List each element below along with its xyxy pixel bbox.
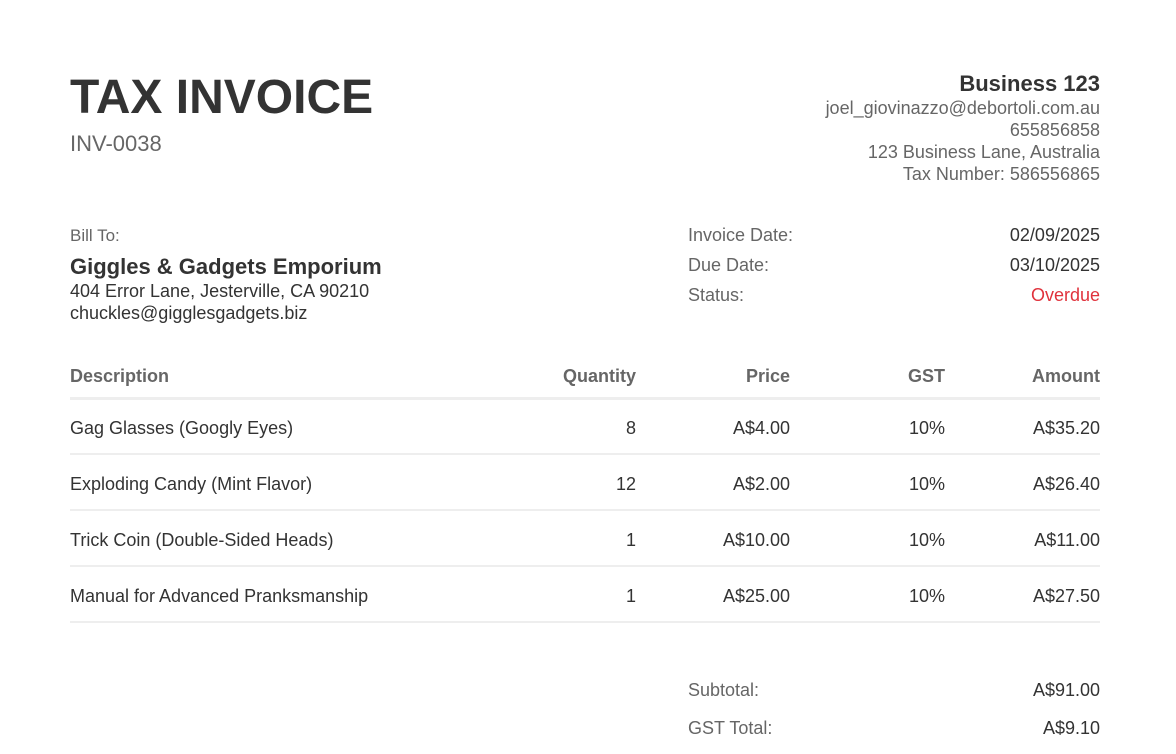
table-row: Trick Coin (Double-Sided Heads) 1 A$10.00 1… [70, 510, 1100, 567]
customer-name: Giggles & Gadgets Emporium [70, 254, 382, 279]
due-date-label: Due Date: [688, 255, 770, 275]
business-tax-number: Tax Number: 586556865 [902, 164, 1100, 184]
invoice-date-row: Invoice Date: 02/09/2025 [688, 225, 1100, 246]
bill-to-label: Bill To: [70, 226, 120, 245]
document-title: TAX INVOICE [70, 71, 374, 124]
due-date-row: Due Date: 03/10/2025 [688, 255, 1100, 276]
status-badge: Overdue [1030, 285, 1100, 305]
table-row: Exploding Candy (Mint Flavor) 12 A$2.00 10%… [70, 454, 1100, 511]
customer-address: 404 Error Lane, Jesterville, CA 90210 [70, 281, 370, 301]
cell-price: A$25.00 [636, 566, 790, 623]
cell-amount: A$35.20 [945, 398, 1100, 455]
table-row: Gag Glasses (Googly Eyes) 8 A$4.00 10% A$35.… [70, 398, 1100, 455]
cell-amount: A$11.00 [945, 510, 1100, 567]
invoice-number: INV-0038 [70, 131, 162, 156]
line-items-table: Description Quantity Price GST Amount Ga… [70, 356, 1100, 623]
table-row: Manual for Advanced Pranksmanship 1 A$25.0… [70, 566, 1100, 623]
subtotal-value: A$91.00 [1032, 680, 1100, 700]
cell-quantity: 8 [536, 398, 636, 455]
cell-price: A$10.00 [636, 510, 790, 567]
bill-to: Bill To: Giggles & Gadgets Emporium 404 … [70, 225, 382, 324]
business-info: Business 123 joel_giovinazzo@debortoli.c… [826, 71, 1100, 185]
business-phone: 655856858 [1009, 120, 1100, 140]
subtotal-row: Subtotal: A$91.00 [688, 680, 1100, 701]
gst-total-label: GST Total: [688, 718, 773, 738]
table-header-row: Description Quantity Price GST Amount [70, 356, 1100, 400]
header-price: Price [636, 356, 790, 400]
due-date: 03/10/2025 [1009, 255, 1100, 275]
header-amount: Amount [945, 356, 1100, 400]
cell-price: A$2.00 [636, 454, 790, 511]
business-name: Business 123 [959, 71, 1100, 96]
invoice-date-label: Invoice Date: [688, 225, 794, 245]
customer-email: chuckles@gigglesgadgets.biz [70, 303, 308, 323]
business-email: joel_giovinazzo@debortoli.com.au [825, 98, 1100, 118]
cell-gst: 10% [790, 510, 945, 567]
header-gst: GST [790, 356, 945, 400]
subtotal-label: Subtotal: [688, 680, 760, 700]
cell-quantity: 12 [536, 454, 636, 511]
cell-amount: A$27.50 [945, 566, 1100, 623]
cell-description: Manual for Advanced Pranksmanship [70, 566, 536, 623]
status-row: Status: Overdue [688, 285, 1100, 306]
cell-price: A$4.00 [636, 398, 790, 455]
header-description: Description [70, 356, 536, 400]
cell-gst: 10% [790, 454, 945, 511]
cell-amount: A$26.40 [945, 454, 1100, 511]
cell-description: Gag Glasses (Googly Eyes) [70, 398, 536, 455]
status-label: Status: [688, 285, 745, 305]
cell-quantity: 1 [536, 510, 636, 567]
business-address: 123 Business Lane, Australia [867, 142, 1100, 162]
gst-total-value: A$9.10 [1042, 718, 1100, 738]
cell-description: Trick Coin (Double-Sided Heads) [70, 510, 536, 567]
header-quantity: Quantity [536, 356, 636, 400]
invoice-date: 02/09/2025 [1009, 225, 1100, 245]
cell-description: Exploding Candy (Mint Flavor) [70, 454, 536, 511]
cell-gst: 10% [790, 566, 945, 623]
cell-gst: 10% [790, 398, 945, 455]
cell-quantity: 1 [536, 566, 636, 623]
gst-total-row: GST Total: A$9.10 [688, 718, 1100, 739]
